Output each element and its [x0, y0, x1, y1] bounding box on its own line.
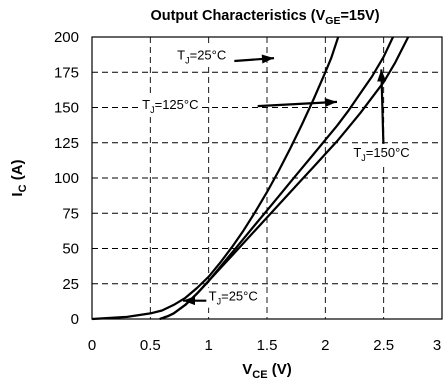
annotation-2: TJ=150°C — [352, 69, 411, 164]
x-tick-label: 2.5 — [373, 337, 394, 354]
annotations: TJ=25°C TJ=125°C TJ=150°C TJ=25°C — [141, 46, 411, 308]
annotation-arrow-head — [261, 54, 274, 64]
curves — [91, 36, 410, 321]
annotation-arrow-head — [324, 98, 337, 107]
y-tick-label: 150 — [54, 100, 79, 117]
x-tick-labels: 0 0.5 1 1.5 2 2.5 3 — [88, 337, 441, 354]
annotation-label: TJ=25°C — [177, 48, 226, 66]
x-tick-label: 3 — [433, 337, 441, 354]
y-tick-label: 0 — [71, 311, 79, 328]
y-tick-label: 75 — [62, 205, 79, 222]
annotation-label-bg — [352, 143, 411, 164]
annotation-arrow-head — [377, 69, 387, 82]
x-tick-label: 0 — [88, 337, 96, 354]
annotation-label-bg — [176, 46, 228, 67]
chart-title: Output Characteristics (VGE=15V) — [150, 8, 379, 27]
grid-lines — [92, 37, 442, 319]
y-tick-label: 50 — [62, 241, 79, 258]
y-tick-label: 200 — [54, 29, 79, 46]
x-tick-label: 0.5 — [140, 337, 161, 354]
annotation-0: TJ=25°C — [176, 46, 275, 67]
plot-frame — [91, 36, 443, 320]
x-tick-label: 1.5 — [257, 337, 278, 354]
y-tick-labels: 0 25 50 75 100 125 150 175 200 — [54, 29, 79, 328]
annotation-label-bg — [141, 95, 200, 116]
y-tick-label: 25 — [62, 276, 79, 293]
y-tick-label: 175 — [54, 64, 79, 81]
annotation-arrow-line — [380, 69, 385, 155]
annotation-label: TJ=25°C — [209, 289, 258, 307]
annotation-1: TJ=125°C — [141, 95, 338, 116]
y-tick-label: 125 — [54, 135, 79, 152]
annotation-arrow-line — [257, 100, 338, 108]
annotation-3: TJ=25°C — [183, 287, 259, 308]
x-tick-label: 1 — [204, 337, 212, 354]
annotation-label-bg — [207, 287, 259, 308]
annotation-label: TJ=125°C — [142, 97, 198, 115]
x-axis-label: VCE (V) — [242, 361, 291, 381]
x-tick-label: 2 — [321, 337, 329, 354]
y-tick-label: 100 — [54, 170, 79, 187]
y-axis-label: IC (A) — [9, 159, 29, 196]
annotation-label: TJ=150°C — [353, 145, 409, 163]
annotation-arrow-head — [183, 296, 195, 306]
